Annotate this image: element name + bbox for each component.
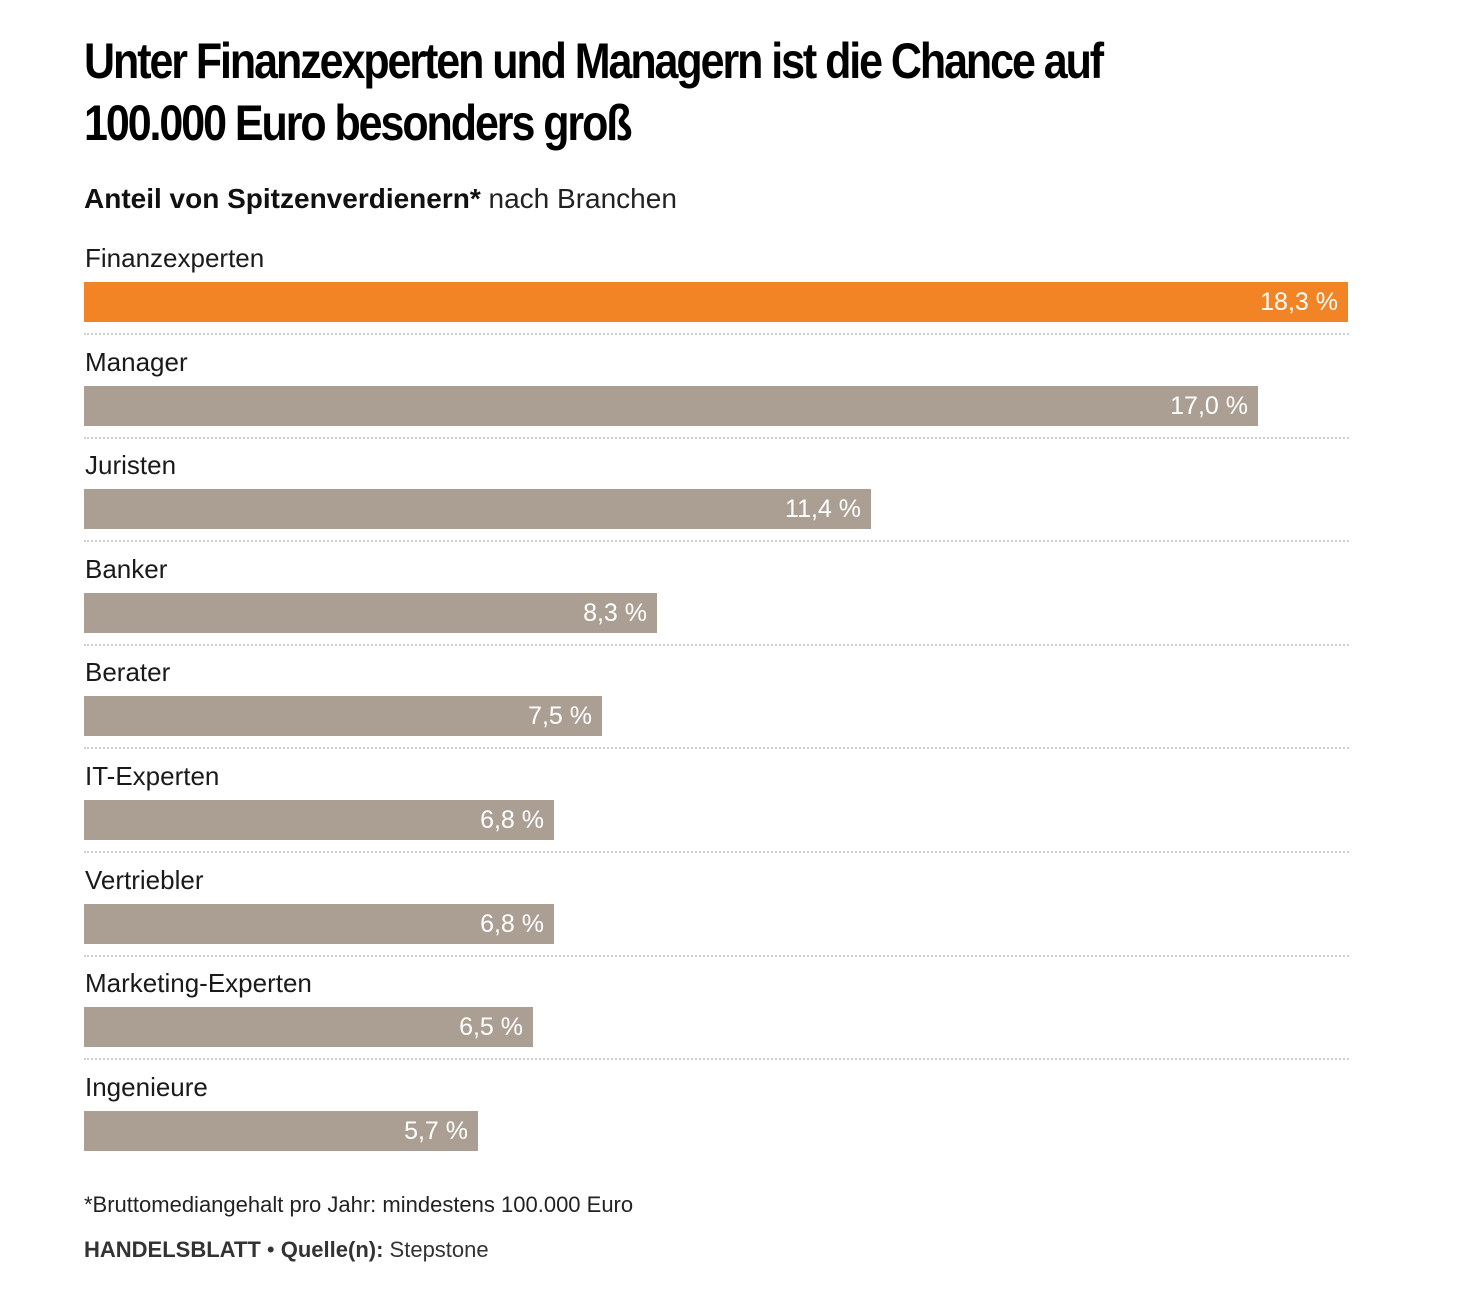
bar-row: Manager 17,0 % [84,346,1349,450]
category-label: Banker [85,553,168,584]
row-divider [84,851,1349,853]
bar-value-label: 6,5 % [459,1013,523,1042]
bar [84,385,1258,426]
row-divider [84,540,1349,543]
bar-row: IT-Experten 6,8 % [84,760,1349,864]
bar-row: Finanzexperten 18,3 % [84,242,1349,346]
subtitle-bold: Anteil von Spitzenverdienern* [84,183,481,214]
bar [84,1110,478,1151]
bar-value-label: 6,8 % [480,909,544,938]
bar-value-label: 11,4 % [785,495,861,524]
category-label: Finanzexperten [85,243,265,273]
bar-row: Marketing-Experten 6,5 % [84,967,1349,1071]
bar-value-label: 8,3 % [583,598,647,627]
category-label: Juristen [85,450,177,481]
bar-row: Berater 7,5 % [84,656,1349,760]
source-line: HANDELSBLATT • Quelle(n): Stepstone [84,1236,489,1264]
bar-chart: Finanzexperten 18,3 % Manager 17,0 % Juriste… [84,0,1349,1308]
bar-row: Vertriebler 6,8 % [84,864,1349,968]
bar-row: Ingenieure 5,7 % [84,1071,1349,1175]
row-divider [84,747,1349,750]
row-divider [84,1058,1349,1061]
bar [84,489,871,530]
publisher-brand: HANDELSBLATT [84,1237,261,1262]
row-divider [84,333,1349,335]
bar-value-label: 18,3 % [1260,288,1338,316]
category-label: IT-Experten [85,761,220,791]
bar [84,696,602,737]
bar-value-label: 5,7 % [404,1116,468,1145]
bar [84,592,657,633]
source-separator: • [266,1237,275,1262]
bar-row: Juristen 11,4 % [84,449,1349,553]
bar-row: Banker 8,3 % [84,553,1349,657]
bar [84,1007,533,1048]
category-label: Manager [85,346,188,377]
bar-value-label: 6,8 % [480,806,544,834]
source-label: Quelle(n): [280,1237,384,1262]
category-label: Berater [85,657,171,688]
bar [84,903,554,944]
chart-title: Unter Finanzexperten und Managern ist di… [84,33,1104,151]
bar [84,282,1348,322]
footnote: *Bruttomediangehalt pro Jahr: mindestens… [84,1192,634,1217]
row-divider [84,643,1349,646]
bar [84,800,554,840]
subtitle-rest: nach Branchen [488,183,677,214]
category-label: Marketing-Experten [85,968,312,999]
chart-subtitle: Anteil von Spitzenverdienern* nach Branc… [84,181,677,217]
category-label: Ingenieure [85,1071,208,1102]
row-divider [84,954,1349,957]
source-name: Stepstone [389,1237,489,1262]
row-divider [84,436,1349,439]
category-label: Vertriebler [85,864,204,895]
bar-value-label: 17,0 % [1170,391,1248,420]
bar-value-label: 7,5 % [528,702,592,731]
